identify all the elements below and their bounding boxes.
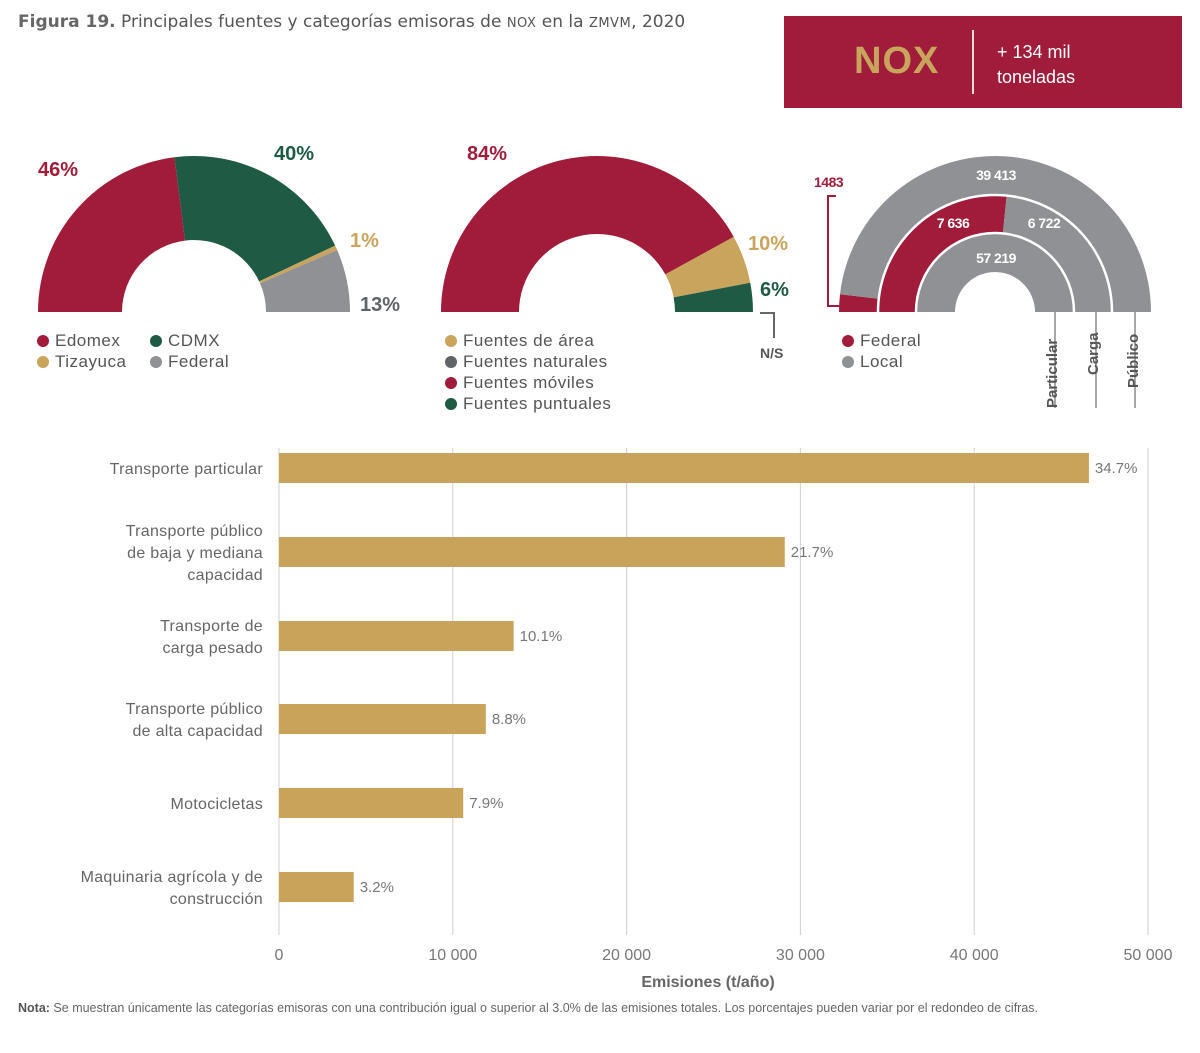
vehicle-value-label-1: 7 636: [937, 215, 970, 231]
vehicle-ring-2-local: [916, 233, 1074, 312]
region-pct-label-1: 40%: [274, 143, 314, 165]
x-tick-label-3: 30 000: [776, 947, 825, 964]
bar-2: [279, 621, 514, 651]
region-pct-label-0: 46%: [38, 159, 78, 181]
region-legend-dot-3: [150, 356, 162, 368]
banner-amount-line1: + 134 mil: [997, 42, 1071, 62]
category-label-1-2: capacidad: [187, 567, 263, 584]
title-nox: NOX: [506, 16, 537, 31]
title-text-2: en la: [536, 12, 589, 32]
footnote: Nota: Se muestran únicamente las categor…: [18, 1001, 1038, 1015]
vehicle-legend-label-0: Federal: [860, 331, 921, 350]
footnote-label: Nota:: [18, 1001, 50, 1015]
bar-3: [279, 704, 486, 734]
bar-0: [279, 453, 1089, 483]
ring-separator-0: [876, 193, 1114, 313]
bar-value-label-4: 7.9%: [469, 795, 503, 812]
vehicle-value-label-2: 6 722: [1028, 215, 1061, 231]
vehicle-legend-dot-1: [842, 356, 854, 368]
category-label-2-0: Transporte de: [160, 618, 263, 635]
source-legend-dot-0: [445, 335, 457, 347]
banner-divider: [972, 30, 974, 94]
category-label-5-1: construcción: [170, 891, 263, 908]
bar-value-label-0: 34.7%: [1095, 460, 1138, 477]
category-label-1-1: de baja y mediana: [127, 545, 263, 562]
region-legend-dot-1: [150, 335, 162, 347]
region-legend-label-3: Federal: [168, 352, 229, 371]
bar-value-label-3: 8.8%: [492, 711, 526, 728]
category-label-5-0: Maquinaria agrícola y de: [81, 869, 263, 886]
source-slice-1: [665, 236, 751, 298]
pollutant-banner: NOX + 134 mil toneladas: [784, 16, 1182, 108]
category-label-0-0: Transporte particular: [110, 461, 264, 478]
bar-value-label-1: 21.7%: [791, 544, 834, 561]
ring-name-label-0: Particular: [1044, 339, 1061, 408]
figure-number: Figura 19.: [18, 12, 116, 32]
region-legend-label-2: Tizayuca: [55, 352, 126, 371]
footnote-text: Se muestran únicamente las categorías em…: [49, 1001, 1039, 1015]
figure-title: Figura 19. Principales fuentes y categor…: [18, 12, 685, 32]
bar-5: [279, 872, 354, 902]
title-zmvm: ZMVM: [588, 16, 632, 31]
region-legend-label-0: Edomex: [55, 331, 120, 350]
source-slice-0: [441, 155, 734, 312]
source-pct-label-2: 6%: [760, 279, 789, 301]
region-legend-dot-0: [37, 335, 49, 347]
vehicle-value-label-0: 39 413: [976, 167, 1017, 183]
x-axis-title: Emisiones (t/año): [641, 974, 774, 991]
source-pct-label-0: 84%: [467, 143, 507, 165]
banner-amount-line2: toneladas: [997, 67, 1076, 87]
source-slice-2: [673, 282, 753, 312]
vehicle-ring-1-local: [1002, 195, 1112, 312]
source-legend-dot-2: [445, 377, 457, 389]
bar-value-label-5: 3.2%: [360, 879, 394, 896]
category-label-1-0: Transporte público: [126, 523, 263, 540]
source-pct-label-1: 10%: [748, 233, 788, 255]
source-legend-dot-3: [445, 398, 457, 410]
banner-pollutant: NOX: [854, 40, 940, 82]
category-label-3-0: Transporte público: [126, 701, 263, 718]
source-legend-label-2: Fuentes móviles: [463, 373, 594, 392]
source-legend-dot-1: [445, 356, 457, 368]
vehicle-legend-dot-0: [842, 335, 854, 347]
source-legend-label-3: Fuentes puntuales: [463, 394, 611, 413]
x-tick-label-4: 40 000: [950, 947, 999, 964]
region-slice-0: [38, 157, 185, 312]
vehicle-ring-0-local: [840, 155, 1151, 312]
banner-amount: + 134 mil toneladas: [997, 40, 1157, 90]
vehicle-federal-publico-label: 1483: [814, 174, 844, 190]
category-label-3-1: de alta capacidad: [132, 723, 263, 740]
ring-name-label-2: Público: [1125, 334, 1142, 388]
ns-label: N/S: [760, 345, 783, 361]
x-tick-label-1: 10 000: [428, 947, 477, 964]
region-slice-1: [174, 156, 336, 282]
ring-name-label-1: Carga: [1085, 332, 1102, 375]
vehicle-value-label-3: 57 219: [976, 250, 1017, 266]
category-label-4-0: Motocicletas: [170, 796, 263, 813]
vehicle-ring-1-federal: [878, 194, 1007, 312]
ring-separator-1: [914, 231, 1076, 313]
source-legend-label-0: Fuentes de área: [463, 331, 594, 350]
region-slice-3: [260, 250, 350, 312]
title-text-1: Principales fuentes y categorías emisora…: [121, 12, 507, 32]
title-text-3: , 2020: [631, 12, 686, 32]
ns-leader-line: [760, 312, 775, 338]
bar-1: [279, 537, 785, 567]
region-pct-label-2: 1%: [350, 230, 379, 252]
category-label-2-1: carga pesado: [162, 640, 263, 657]
x-tick-label-5: 50 000: [1124, 947, 1173, 964]
vehicle-ring-0-federal: [839, 294, 879, 312]
x-tick-label-0: 0: [275, 947, 284, 964]
bar-value-label-2: 10.1%: [520, 628, 563, 645]
region-legend-dot-2: [37, 356, 49, 368]
region-legend-label-1: CDMX: [168, 331, 220, 350]
bar-4: [279, 788, 464, 818]
source-legend-label-1: Fuentes naturales: [463, 352, 608, 371]
x-tick-label-2: 20 000: [602, 947, 651, 964]
vehicle-legend-label-1: Local: [860, 352, 903, 371]
vehicle-federal-leader-line: [827, 195, 841, 307]
region-slice-2: [259, 245, 338, 284]
region-pct-label-3: 13%: [360, 294, 400, 316]
